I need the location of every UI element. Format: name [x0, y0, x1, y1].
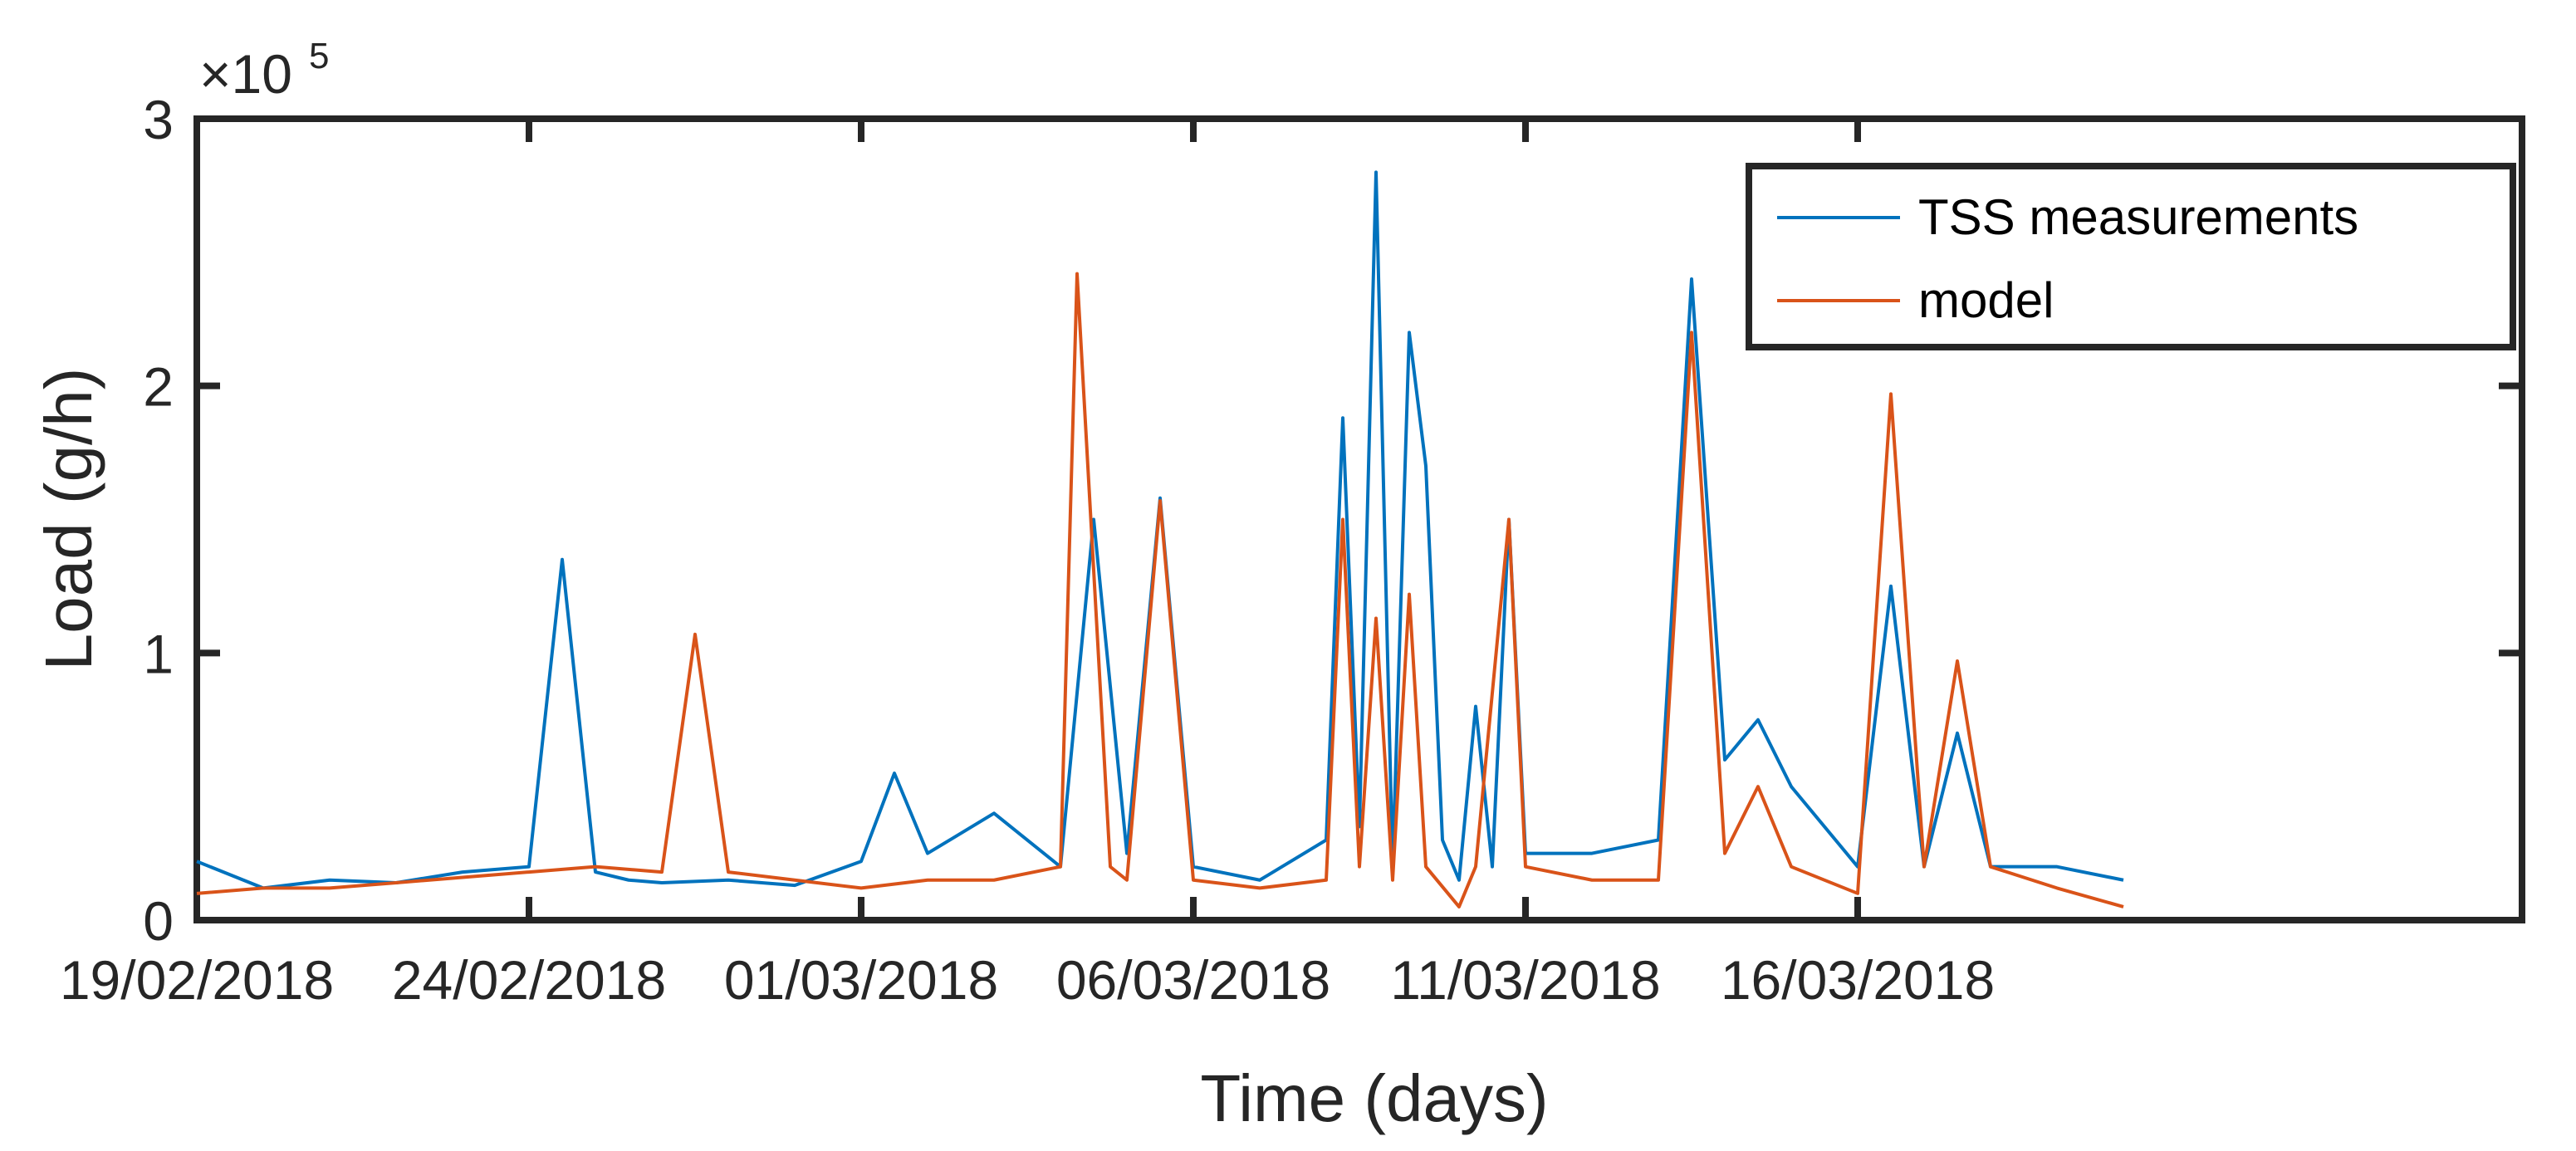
x-tick-label-2: 01/03/2018: [724, 949, 998, 1011]
axes: [193, 115, 2525, 923]
x-tick-label-1: 24/02/2018: [392, 949, 666, 1011]
plot-area-frame: [193, 115, 2525, 923]
x-tick-label-4: 11/03/2018: [1390, 949, 1660, 1011]
legend-label-model: model: [1918, 272, 2054, 328]
y-exponent-label: ×10: [199, 43, 292, 105]
series-line-model: [196, 272, 2124, 909]
legend: TSS measurements model: [1746, 163, 2516, 350]
series-layer: [196, 170, 2124, 909]
y-tick-label-0: 0: [143, 890, 174, 952]
series-line-tss-measurements: [196, 170, 2124, 890]
x-tick-label-0: 19/02/2018: [60, 949, 334, 1011]
y-exponent-power: 5: [309, 36, 329, 76]
legend-box: [1746, 163, 2516, 350]
y-tick-label-3: 3: [143, 89, 174, 150]
y-tick-label-2: 2: [143, 356, 174, 418]
x-tick-label-5: 16/03/2018: [1721, 949, 1995, 1011]
x-tick-label-3: 06/03/2018: [1056, 949, 1330, 1011]
y-axis-label: Load (g/h): [32, 368, 105, 671]
y-tick-label-1: 1: [143, 623, 174, 684]
ticks: 19/02/2018 24/02/2018 01/03/2018 06/03/2018…: [60, 89, 2522, 1011]
x-axis-label: Time (days): [1200, 1061, 1548, 1135]
legend-label-tss: TSS measurements: [1918, 189, 2358, 245]
